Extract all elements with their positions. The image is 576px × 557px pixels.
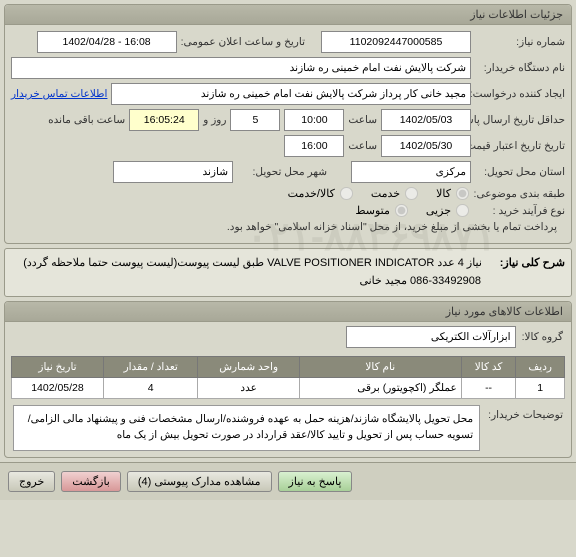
valid-date: 1402/05/30 <box>381 135 471 157</box>
valid-label: تاریخ تاریخ اعتبار قیمت-تا تاریخ: <box>475 140 565 152</box>
valid-time-label: ساعت <box>348 140 377 152</box>
cell-n: 1 <box>516 378 565 399</box>
cell-qty: 4 <box>103 378 198 399</box>
need-no-field: 1102092447000585 <box>321 31 471 53</box>
valid-time: 16:00 <box>284 135 344 157</box>
back-button[interactable]: بازگشت <box>61 471 121 492</box>
items-table: ردیف کد کالا نام کالا واحد شمارش تعداد /… <box>11 356 565 399</box>
remain-time: 16:05:24 <box>129 109 199 131</box>
th-name: نام کالا <box>299 357 461 378</box>
exit-button[interactable]: خروج <box>8 471 55 492</box>
table-row[interactable]: 1 -- عملگر (اکچویتور) برقی عدد 4 1402/05… <box>12 378 565 399</box>
city-label: شهر محل تحویل: <box>237 166 327 178</box>
buy-medium-radio[interactable]: متوسط <box>355 204 410 217</box>
deadline-date: 1402/05/03 <box>381 109 471 131</box>
remain-suffix: ساعت باقی مانده <box>48 114 125 126</box>
th-qty: تعداد / مقدار <box>103 357 198 378</box>
buy-medium-label: متوسط <box>355 204 390 217</box>
cell-date: 1402/05/28 <box>12 378 104 399</box>
prov-label: استان محل تحویل: <box>475 166 565 178</box>
button-bar: پاسخ به نیاز مشاهده مدارک پیوستی (4) باز… <box>0 462 576 500</box>
buyer-field: شرکت پالایش نفت امام خمینی ره شازند <box>11 57 471 79</box>
cell-name: عملگر (اکچویتور) برقی <box>299 378 461 399</box>
reply-button[interactable]: پاسخ به نیاز <box>278 471 353 492</box>
notes-label: توضیحات خریدار: <box>488 399 571 421</box>
group-label: گروه کالا: <box>522 331 563 343</box>
th-row: ردیف <box>516 357 565 378</box>
class-label: طبقه بندی موضوعی: <box>475 188 565 200</box>
buy-minor-label: جزیی <box>426 204 451 217</box>
buy-note: پرداخت تمام یا بخشی از مبلغ خرید، از محل… <box>227 221 557 233</box>
group-value: ابزارآلات الکتریکی <box>346 326 516 348</box>
buy-minor-radio[interactable]: جزیی <box>426 204 471 217</box>
th-date: تاریخ نیاز <box>12 357 104 378</box>
class-goods-label: کالا <box>436 187 451 200</box>
items-section-title: اطلاعات کالاهای مورد نیاز <box>5 302 571 322</box>
th-unit: واحد شمارش <box>198 357 299 378</box>
buyer-notes: محل تحویل پالایشگاه شازند/هزینه حمل به ع… <box>13 405 480 451</box>
class-service-radio[interactable]: خدمت <box>371 187 420 200</box>
buy-label: نوع فرآیند خرید : <box>475 205 565 217</box>
remain-days-label: روز و <box>203 114 226 126</box>
contact-link[interactable]: اطلاعات تماس خریدار <box>11 88 107 100</box>
creator-field: مجید خانی کار پرداز شرکت پالایش نفت امام… <box>111 83 471 105</box>
deadline-label: حداقل تاریخ ارسال پاسخ-ما الان تا تاریخ: <box>475 114 565 126</box>
class-service-label: خدمت <box>371 187 400 200</box>
class-both-radio[interactable]: کالا/خدمت <box>288 187 355 200</box>
description-box: شرح کلی نیاز: نیاز 4 عدد VALVE POSITIONE… <box>4 248 572 297</box>
cell-code: -- <box>461 378 516 399</box>
remain-days: 5 <box>230 109 280 131</box>
need-details-panel: جزئیات اطلاعات نیاز شماره نیاز: 11020924… <box>4 4 572 244</box>
city-field: شازند <box>113 161 233 183</box>
pub-date-label: تاریخ و ساعت اعلان عمومی: <box>181 36 305 48</box>
creator-label: ایجاد کننده درخواست: <box>475 88 565 100</box>
attachments-button[interactable]: مشاهده مدارک پیوستی (4) <box>127 471 272 492</box>
buyer-label: نام دستگاه خریدار: <box>475 62 565 74</box>
cell-unit: عدد <box>198 378 299 399</box>
deadline-time-label: ساعت <box>348 114 377 126</box>
desc-line2: 086-33492908 مجید خانی <box>359 273 481 291</box>
deadline-time: 10:00 <box>284 109 344 131</box>
class-goods-radio[interactable]: کالا <box>436 187 471 200</box>
pub-date-field: 1402/04/28 - 16:08 <box>37 31 177 53</box>
th-code: کد کالا <box>461 357 516 378</box>
panel-title: جزئیات اطلاعات نیاز <box>5 5 571 25</box>
class-both-label: کالا/خدمت <box>288 187 335 200</box>
prov-field: مرکزی <box>351 161 471 183</box>
items-panel: اطلاعات کالاهای مورد نیاز گروه کالا: ابز… <box>4 301 572 458</box>
desc-line1: نیاز 4 عدد VALVE POSITIONER INDICATOR طب… <box>23 257 482 269</box>
desc-label: شرح کلی نیاز: <box>485 255 565 273</box>
need-no-label: شماره نیاز: <box>475 36 565 48</box>
